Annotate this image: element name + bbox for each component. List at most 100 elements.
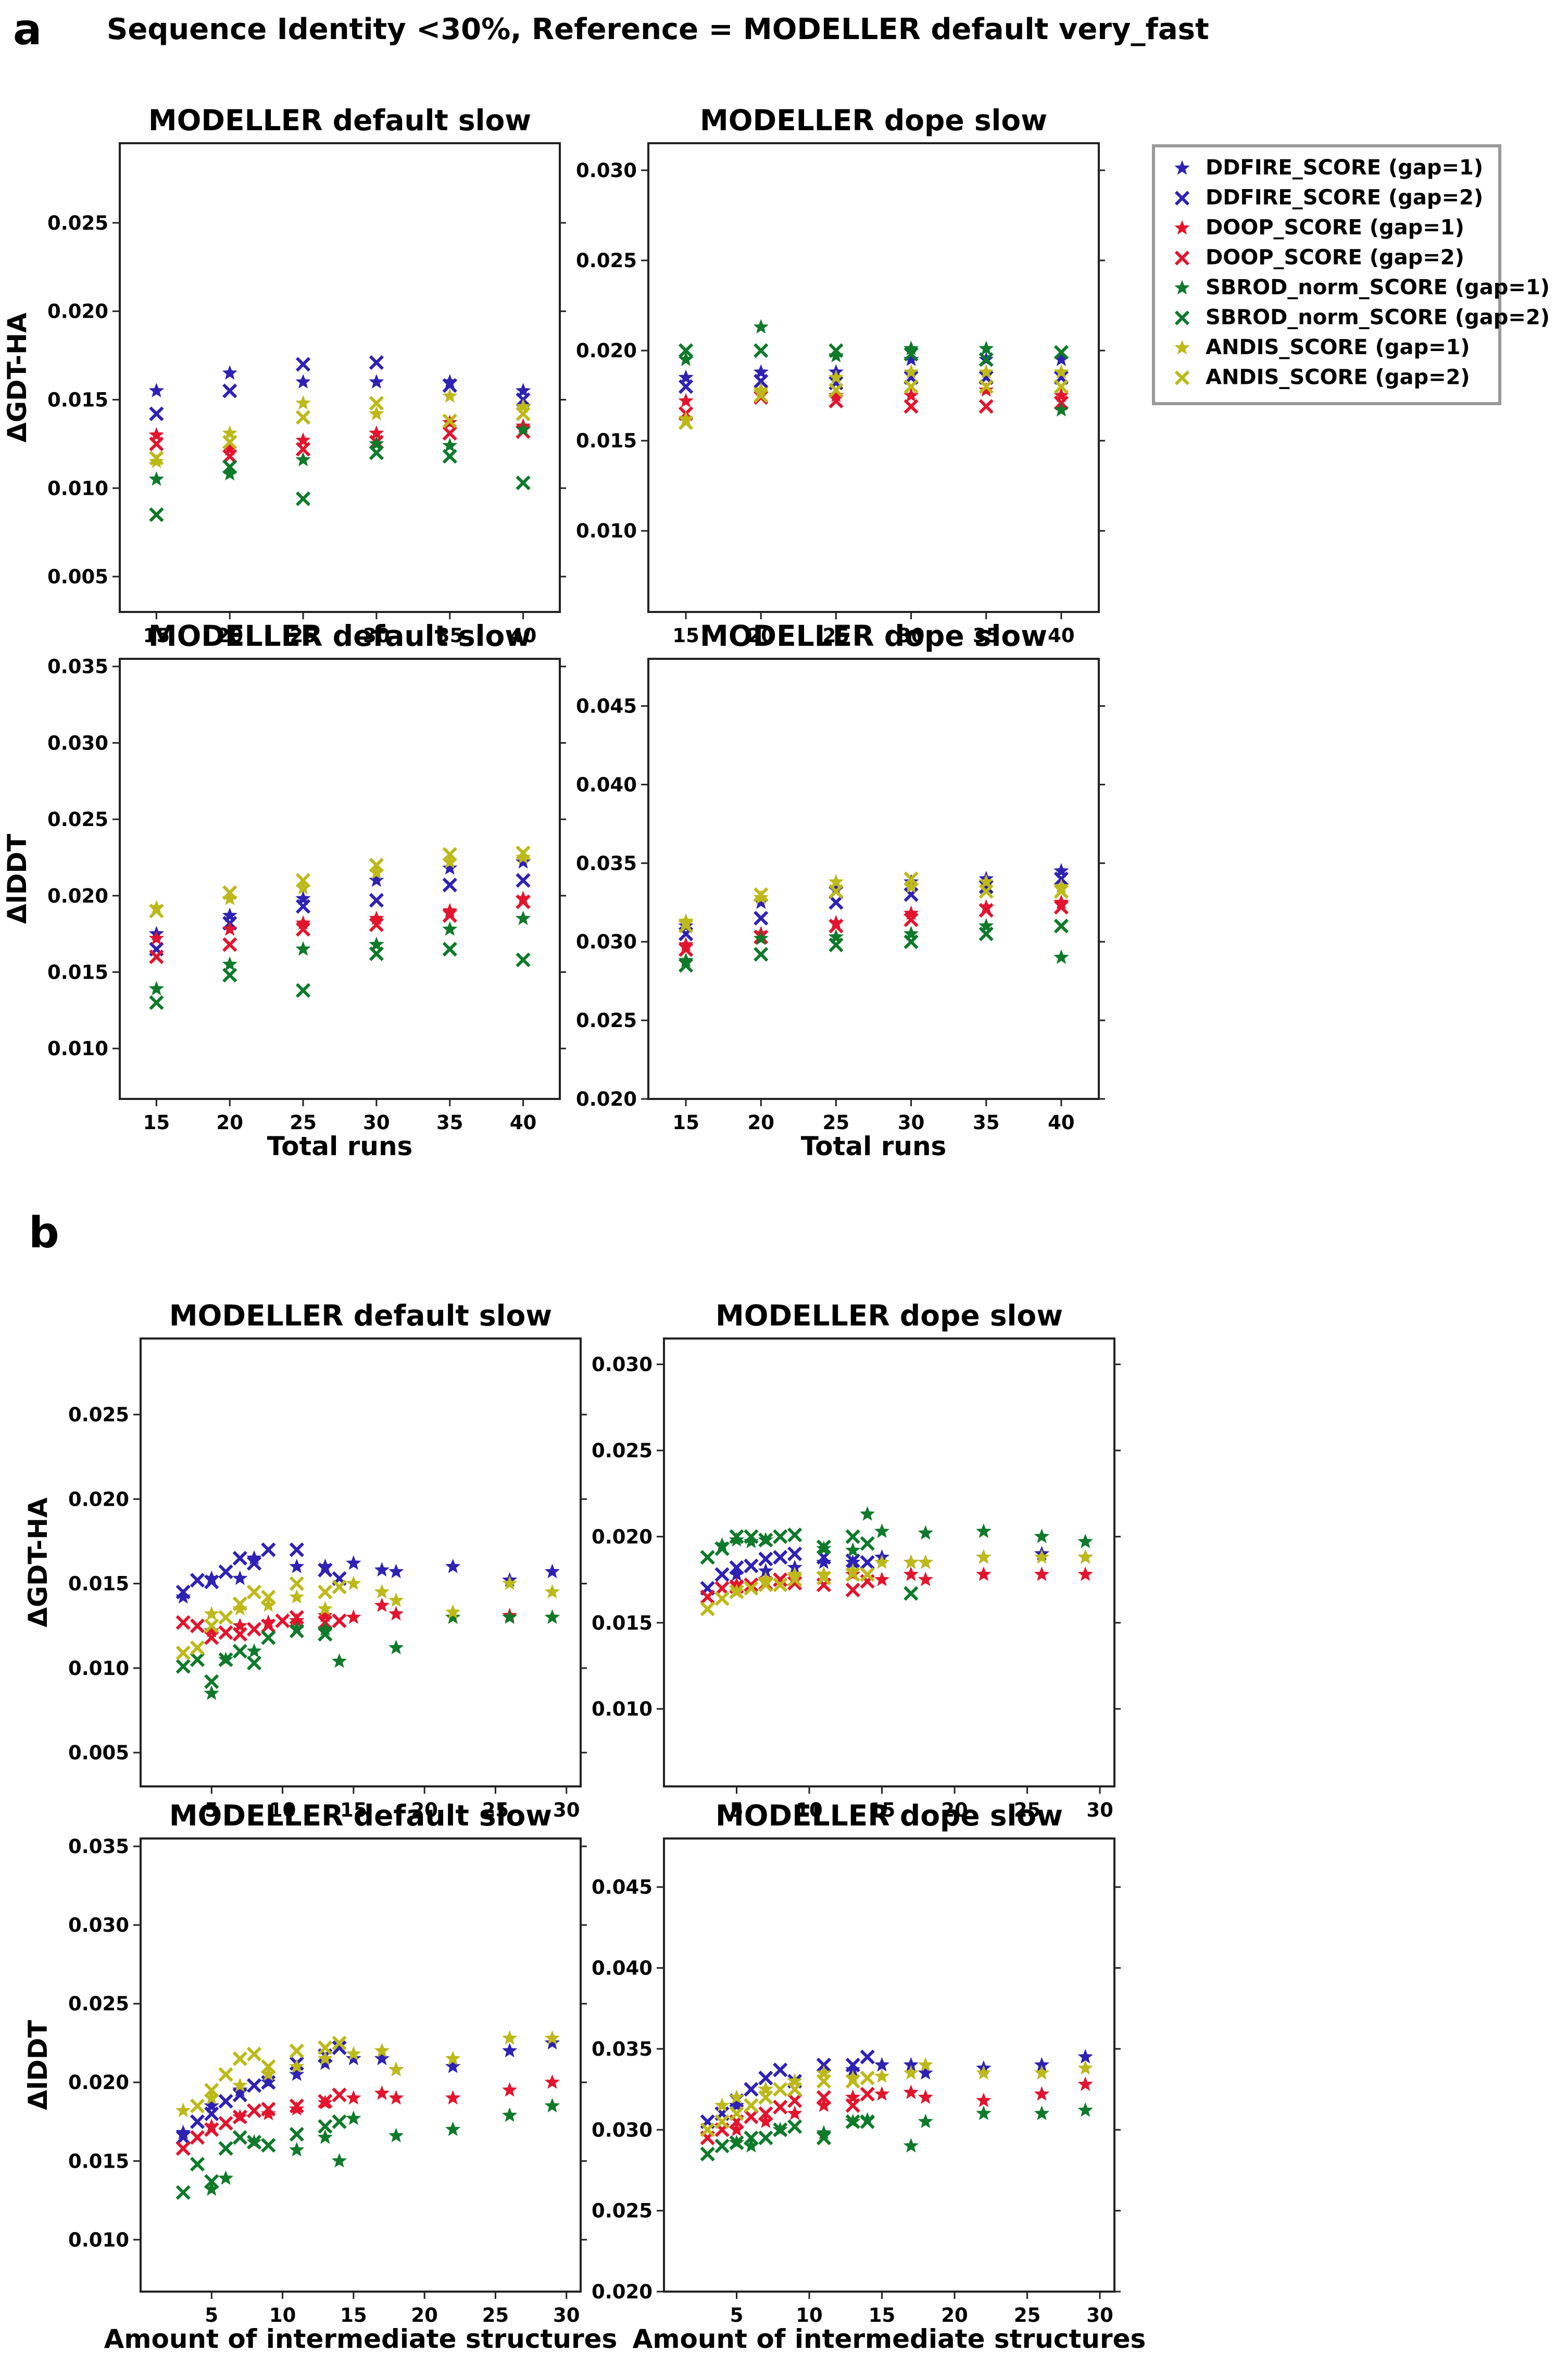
x-tick-label: 25 bbox=[823, 624, 850, 647]
data-point bbox=[773, 1572, 788, 1587]
data-point bbox=[744, 2082, 759, 2097]
data-point bbox=[374, 2085, 390, 2100]
data-point bbox=[289, 2043, 304, 2058]
data-point bbox=[295, 357, 311, 372]
x-axis-label: Total runs bbox=[267, 1131, 413, 1161]
data-point bbox=[148, 383, 165, 397]
data-point bbox=[979, 879, 994, 894]
data-point bbox=[388, 2128, 404, 2143]
legend-box bbox=[1152, 144, 1501, 405]
y-tick-label: 0.020 bbox=[576, 340, 637, 362]
data-point bbox=[332, 2040, 347, 2055]
data-point bbox=[388, 1592, 404, 1607]
legend-entry: DDFIRE_SCORE (gap=2) bbox=[1206, 186, 1483, 210]
x-tick-label: 25 bbox=[290, 1111, 317, 1134]
data-point bbox=[317, 1600, 333, 1616]
data-point bbox=[218, 2067, 233, 2082]
data-point bbox=[442, 378, 457, 393]
data-point bbox=[700, 2122, 715, 2137]
series bbox=[700, 1567, 875, 1617]
data-point bbox=[332, 1579, 347, 1595]
data-point bbox=[829, 918, 844, 934]
x-tick-label: 15 bbox=[143, 1111, 170, 1134]
data-point bbox=[502, 2030, 518, 2045]
x-axis-label: Amount of intermediate structures bbox=[633, 2324, 1146, 2354]
data-point bbox=[979, 364, 994, 379]
data-point bbox=[979, 903, 994, 918]
data-point bbox=[374, 1584, 390, 1599]
data-point bbox=[346, 1555, 361, 1570]
data-point bbox=[369, 436, 384, 451]
data-point bbox=[175, 1615, 191, 1630]
x-tick-label: 20 bbox=[941, 2304, 968, 2327]
data-point bbox=[816, 2065, 832, 2080]
data-point bbox=[1034, 1529, 1050, 1543]
data-point bbox=[918, 2057, 933, 2072]
plot-area bbox=[647, 142, 1100, 613]
data-point bbox=[289, 1576, 304, 1591]
data-point bbox=[222, 907, 237, 922]
x-tick-label: 5 bbox=[730, 2304, 744, 2327]
data-point bbox=[829, 895, 844, 910]
data-point bbox=[678, 958, 694, 973]
data-point bbox=[787, 2082, 802, 2097]
data-point bbox=[744, 1529, 759, 1544]
x-tick-label: 15 bbox=[672, 624, 699, 647]
series bbox=[678, 871, 1069, 934]
data-point bbox=[442, 860, 458, 875]
subplot-5: MODELLER default slow 5 10 15 20 25 30 0.005 0.0… bbox=[23, 1299, 587, 1821]
data-point bbox=[369, 406, 384, 421]
series bbox=[175, 1610, 347, 1645]
data-point bbox=[754, 343, 769, 358]
y-tick-label: 0.015 bbox=[576, 430, 637, 452]
data-point bbox=[204, 1574, 219, 1590]
data-point bbox=[246, 2078, 262, 2093]
data-point bbox=[1053, 379, 1069, 394]
data-point bbox=[1053, 949, 1069, 964]
y-tick-label: 0.030 bbox=[592, 1354, 653, 1376]
data-point bbox=[204, 2174, 219, 2189]
data-point bbox=[374, 2043, 390, 2058]
x-tick-label: 25 bbox=[482, 2304, 509, 2327]
data-point bbox=[232, 1644, 247, 1659]
data-point bbox=[729, 2135, 744, 2150]
data-point bbox=[976, 1566, 992, 1581]
data-point bbox=[918, 1571, 933, 1586]
data-point bbox=[388, 1564, 404, 1579]
data-point bbox=[787, 2073, 802, 2088]
data-point bbox=[369, 872, 384, 887]
y-tick-label: 0.045 bbox=[592, 1876, 653, 1898]
data-point bbox=[845, 1542, 861, 1557]
panel-label-a: a bbox=[13, 5, 42, 55]
data-point bbox=[773, 1529, 788, 1544]
data-point bbox=[544, 1584, 560, 1599]
x-axis-label: Amount of intermediate structures bbox=[104, 2324, 618, 2354]
data-point bbox=[502, 1609, 518, 1624]
data-point bbox=[369, 355, 384, 370]
plot-area bbox=[119, 658, 561, 1100]
y-tick-label: 0.020 bbox=[592, 1525, 653, 1548]
data-point bbox=[918, 2113, 933, 2129]
data-point bbox=[190, 2098, 205, 2113]
data-point bbox=[678, 942, 694, 957]
data-point bbox=[222, 425, 237, 440]
data-point bbox=[829, 383, 844, 398]
data-point bbox=[218, 1625, 233, 1640]
data-point bbox=[222, 365, 237, 380]
data-point bbox=[369, 857, 384, 873]
data-point bbox=[828, 369, 844, 384]
y-tick-label: 0.010 bbox=[68, 1657, 129, 1680]
data-point bbox=[1077, 1533, 1093, 1548]
data-point bbox=[222, 968, 237, 983]
data-point bbox=[369, 936, 384, 952]
data-point bbox=[515, 398, 531, 414]
data-point bbox=[318, 1562, 333, 1578]
data-point bbox=[218, 1652, 233, 1667]
series bbox=[175, 1576, 347, 1660]
series bbox=[678, 918, 1069, 973]
panel-label-b: b bbox=[29, 1208, 59, 1258]
series bbox=[700, 1527, 919, 1601]
data-point bbox=[903, 341, 919, 356]
data-point bbox=[442, 847, 457, 862]
